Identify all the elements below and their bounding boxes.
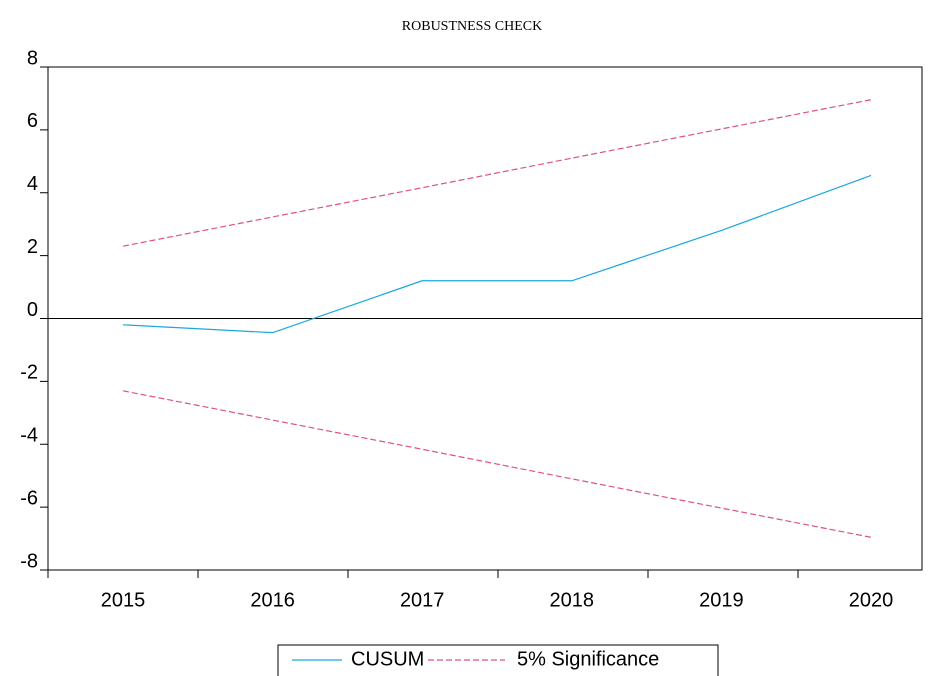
- y-tick-label: -6: [20, 487, 38, 509]
- y-tick-label: 0: [27, 299, 38, 321]
- y-tick-label: -4: [20, 425, 38, 447]
- y-tick-label: -2: [20, 362, 38, 384]
- y-tick-label: 4: [27, 173, 38, 195]
- y-tick-label: 8: [27, 47, 38, 69]
- chart-title: ROBUSTNESS CHECK: [402, 19, 542, 34]
- legend-box: [277, 644, 719, 676]
- x-tick-label: 2015: [101, 589, 146, 611]
- x-tick-label: 2018: [550, 589, 595, 611]
- x-tick-label: 2016: [250, 589, 295, 611]
- y-tick-label: 6: [27, 110, 38, 132]
- x-tick-label: 2017: [400, 589, 445, 611]
- legend-label: CUSUM: [351, 648, 424, 670]
- x-tick-label: 2020: [849, 589, 894, 611]
- y-tick-label: 2: [27, 236, 38, 258]
- upper-bound-line: [122, 99, 872, 247]
- lower-bound-line: [122, 390, 872, 538]
- x-tick-label: 2019: [699, 589, 744, 611]
- legend-label: 5% Significance: [517, 648, 659, 670]
- cusum-line: [122, 174, 872, 334]
- y-tick-label: -8: [20, 550, 38, 572]
